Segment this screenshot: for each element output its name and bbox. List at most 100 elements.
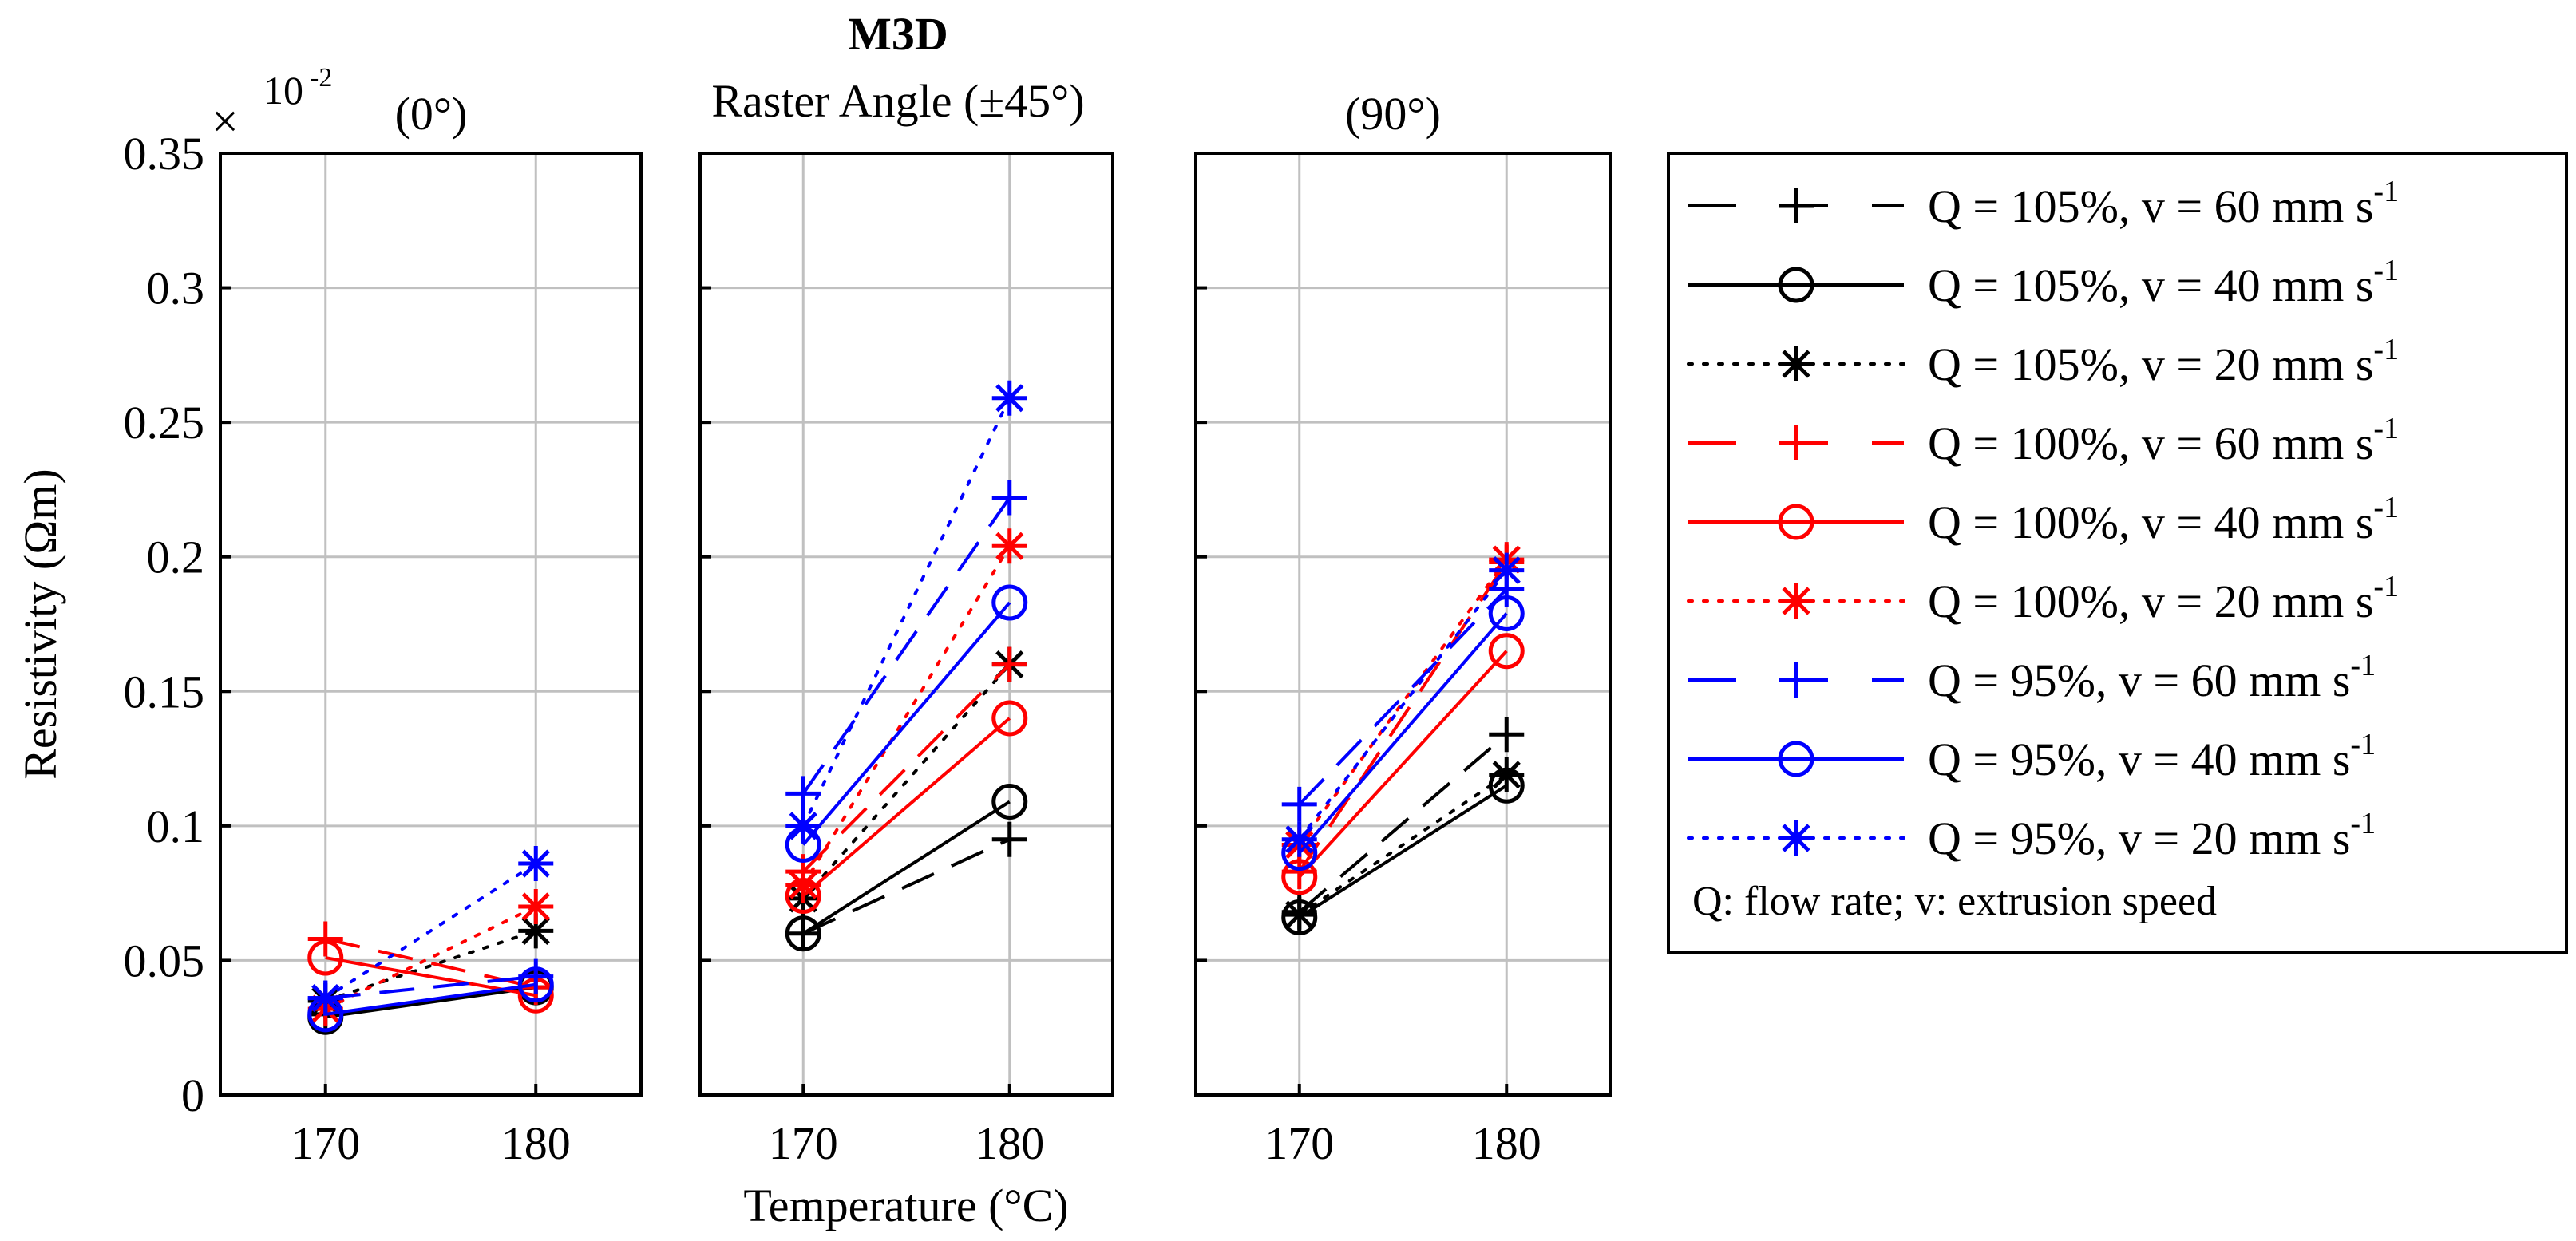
legend-item: Q = 95%, v = 20 mm s-1 (1687, 807, 2376, 864)
legend-item: Q = 95%, v = 40 mm s-1 (1688, 728, 2376, 785)
data-point (1488, 595, 1525, 632)
legend-item: Q = 100%, v = 40 mm s-1 (1688, 491, 2399, 548)
series-line (1297, 568, 1509, 841)
legend-marker (1779, 346, 1814, 381)
data-point (991, 821, 1027, 857)
y-tick-label: 0.15 (124, 666, 205, 717)
series-line (1298, 587, 1508, 806)
data-point (518, 846, 554, 882)
legend-marker (1778, 504, 1814, 540)
x-tick-label: 170 (1264, 1117, 1334, 1169)
legend-label-sup: -1 (2350, 728, 2376, 761)
legend-label-sup: -1 (2373, 570, 2399, 603)
legend-marker (1779, 662, 1814, 698)
legend-marker (1779, 820, 1814, 856)
data-point (1281, 897, 1317, 933)
series-9 (1281, 552, 1525, 857)
data-point (991, 584, 1028, 621)
series-line (801, 717, 1011, 898)
exponent-times: × (212, 95, 239, 148)
series-line (801, 663, 1011, 873)
legend-label-sup: -1 (2373, 175, 2399, 208)
data-point (991, 380, 1027, 416)
exponent-base: 10 (263, 68, 303, 113)
y-tick-label: 0.1 (147, 800, 205, 852)
legend-marker (1779, 188, 1814, 223)
panel-title: (0°) (395, 88, 468, 140)
legend-item: Q = 105%, v = 60 mm s-1 (1688, 175, 2399, 232)
series-line (1298, 733, 1508, 914)
figure-subtitle: Raster Angle (±45°) (711, 75, 1084, 127)
legend-label: Q = 100%, v = 40 mm s-1 (1928, 491, 2399, 548)
plot-frame (219, 152, 643, 1097)
data-point (307, 939, 344, 976)
series-line (1298, 561, 1508, 873)
x-tick-label: 170 (769, 1117, 838, 1169)
x-tick-label: 180 (501, 1117, 571, 1169)
legend-label-sup: -1 (2350, 649, 2376, 682)
series-9 (307, 846, 554, 1016)
data-point (991, 784, 1028, 820)
data-point (785, 915, 821, 952)
data-point (1488, 633, 1525, 670)
panel-3: 170 180 (90°) (1194, 88, 1612, 1169)
legend-label: Q = 105%, v = 40 mm s-1 (1928, 254, 2399, 311)
legend-marker (1779, 425, 1814, 460)
y-tick-label: 0.35 (124, 128, 205, 180)
x-tick-label: 170 (291, 1117, 360, 1169)
series-3 (785, 646, 1027, 916)
y-axis-label: Resistivity (Ωm) (14, 468, 66, 780)
legend-label: Q = 95%, v = 60 mm s-1 (1928, 649, 2376, 706)
legend-label: Q = 105%, v = 60 mm s-1 (1928, 175, 2399, 232)
legend-label: Q = 100%, v = 60 mm s-1 (1928, 412, 2399, 469)
series-9 (785, 380, 1027, 844)
legend-marker (1778, 741, 1814, 777)
data-point (518, 889, 554, 924)
series-line (801, 496, 1011, 795)
x-tick-label: 180 (975, 1117, 1044, 1169)
legend-label: Q = 105%, v = 20 mm s-1 (1928, 333, 2399, 390)
data-point (785, 776, 821, 812)
legend-item: Q = 105%, v = 40 mm s-1 (1688, 254, 2399, 311)
legend-items: Q = 105%, v = 60 mm s-1 Q = 105%, v = 40 … (1687, 175, 2399, 864)
series-line (802, 800, 1011, 935)
series-line (323, 862, 538, 1000)
series-7 (1281, 571, 1525, 822)
legend-marker (1779, 583, 1814, 619)
legend-label: Q = 100%, v = 20 mm s-1 (1928, 570, 2399, 627)
legend-label-sup: -1 (2373, 491, 2399, 524)
legend-item: Q = 95%, v = 60 mm s-1 (1688, 649, 2376, 706)
series-1 (785, 821, 1027, 951)
series-8 (785, 584, 1028, 863)
series-line (323, 929, 538, 1002)
y-tick-label: 0.25 (124, 397, 205, 449)
data-point (991, 700, 1028, 737)
y-tick-label: 0.2 (147, 532, 205, 583)
data-point (991, 480, 1027, 516)
plot-frame (698, 152, 1114, 1097)
plot-frame (1194, 152, 1612, 1097)
series-line (325, 986, 536, 1019)
legend-label: Q = 95%, v = 40 mm s-1 (1928, 728, 2376, 785)
series-line (1298, 650, 1508, 879)
legend-item: Q = 100%, v = 20 mm s-1 (1687, 570, 2399, 627)
y-tick-label: 0.05 (124, 935, 205, 986)
data-point (991, 528, 1027, 564)
series-line (801, 601, 1011, 846)
panel-1: 170 180 0 0.05 0.1 0.15 0.2 0.25 0.3 0.35 (0°) (124, 88, 643, 1169)
series-2 (307, 969, 554, 1035)
series-6 (785, 528, 1027, 903)
series-line (801, 544, 1011, 887)
series-7 (785, 480, 1027, 812)
legend-label-sup: -1 (2373, 333, 2399, 366)
series-line (1297, 773, 1509, 917)
series-2 (1281, 767, 1525, 935)
series-line (1298, 784, 1508, 919)
legend-item: Q = 105%, v = 20 mm s-1 (1687, 333, 2399, 390)
series-line (801, 396, 1011, 828)
series-3 (1281, 757, 1525, 933)
x-tick-label: 180 (1472, 1117, 1541, 1169)
x-axis-label: Temperature (°C) (743, 1180, 1068, 1231)
legend-item: Q = 100%, v = 60 mm s-1 (1688, 412, 2399, 469)
